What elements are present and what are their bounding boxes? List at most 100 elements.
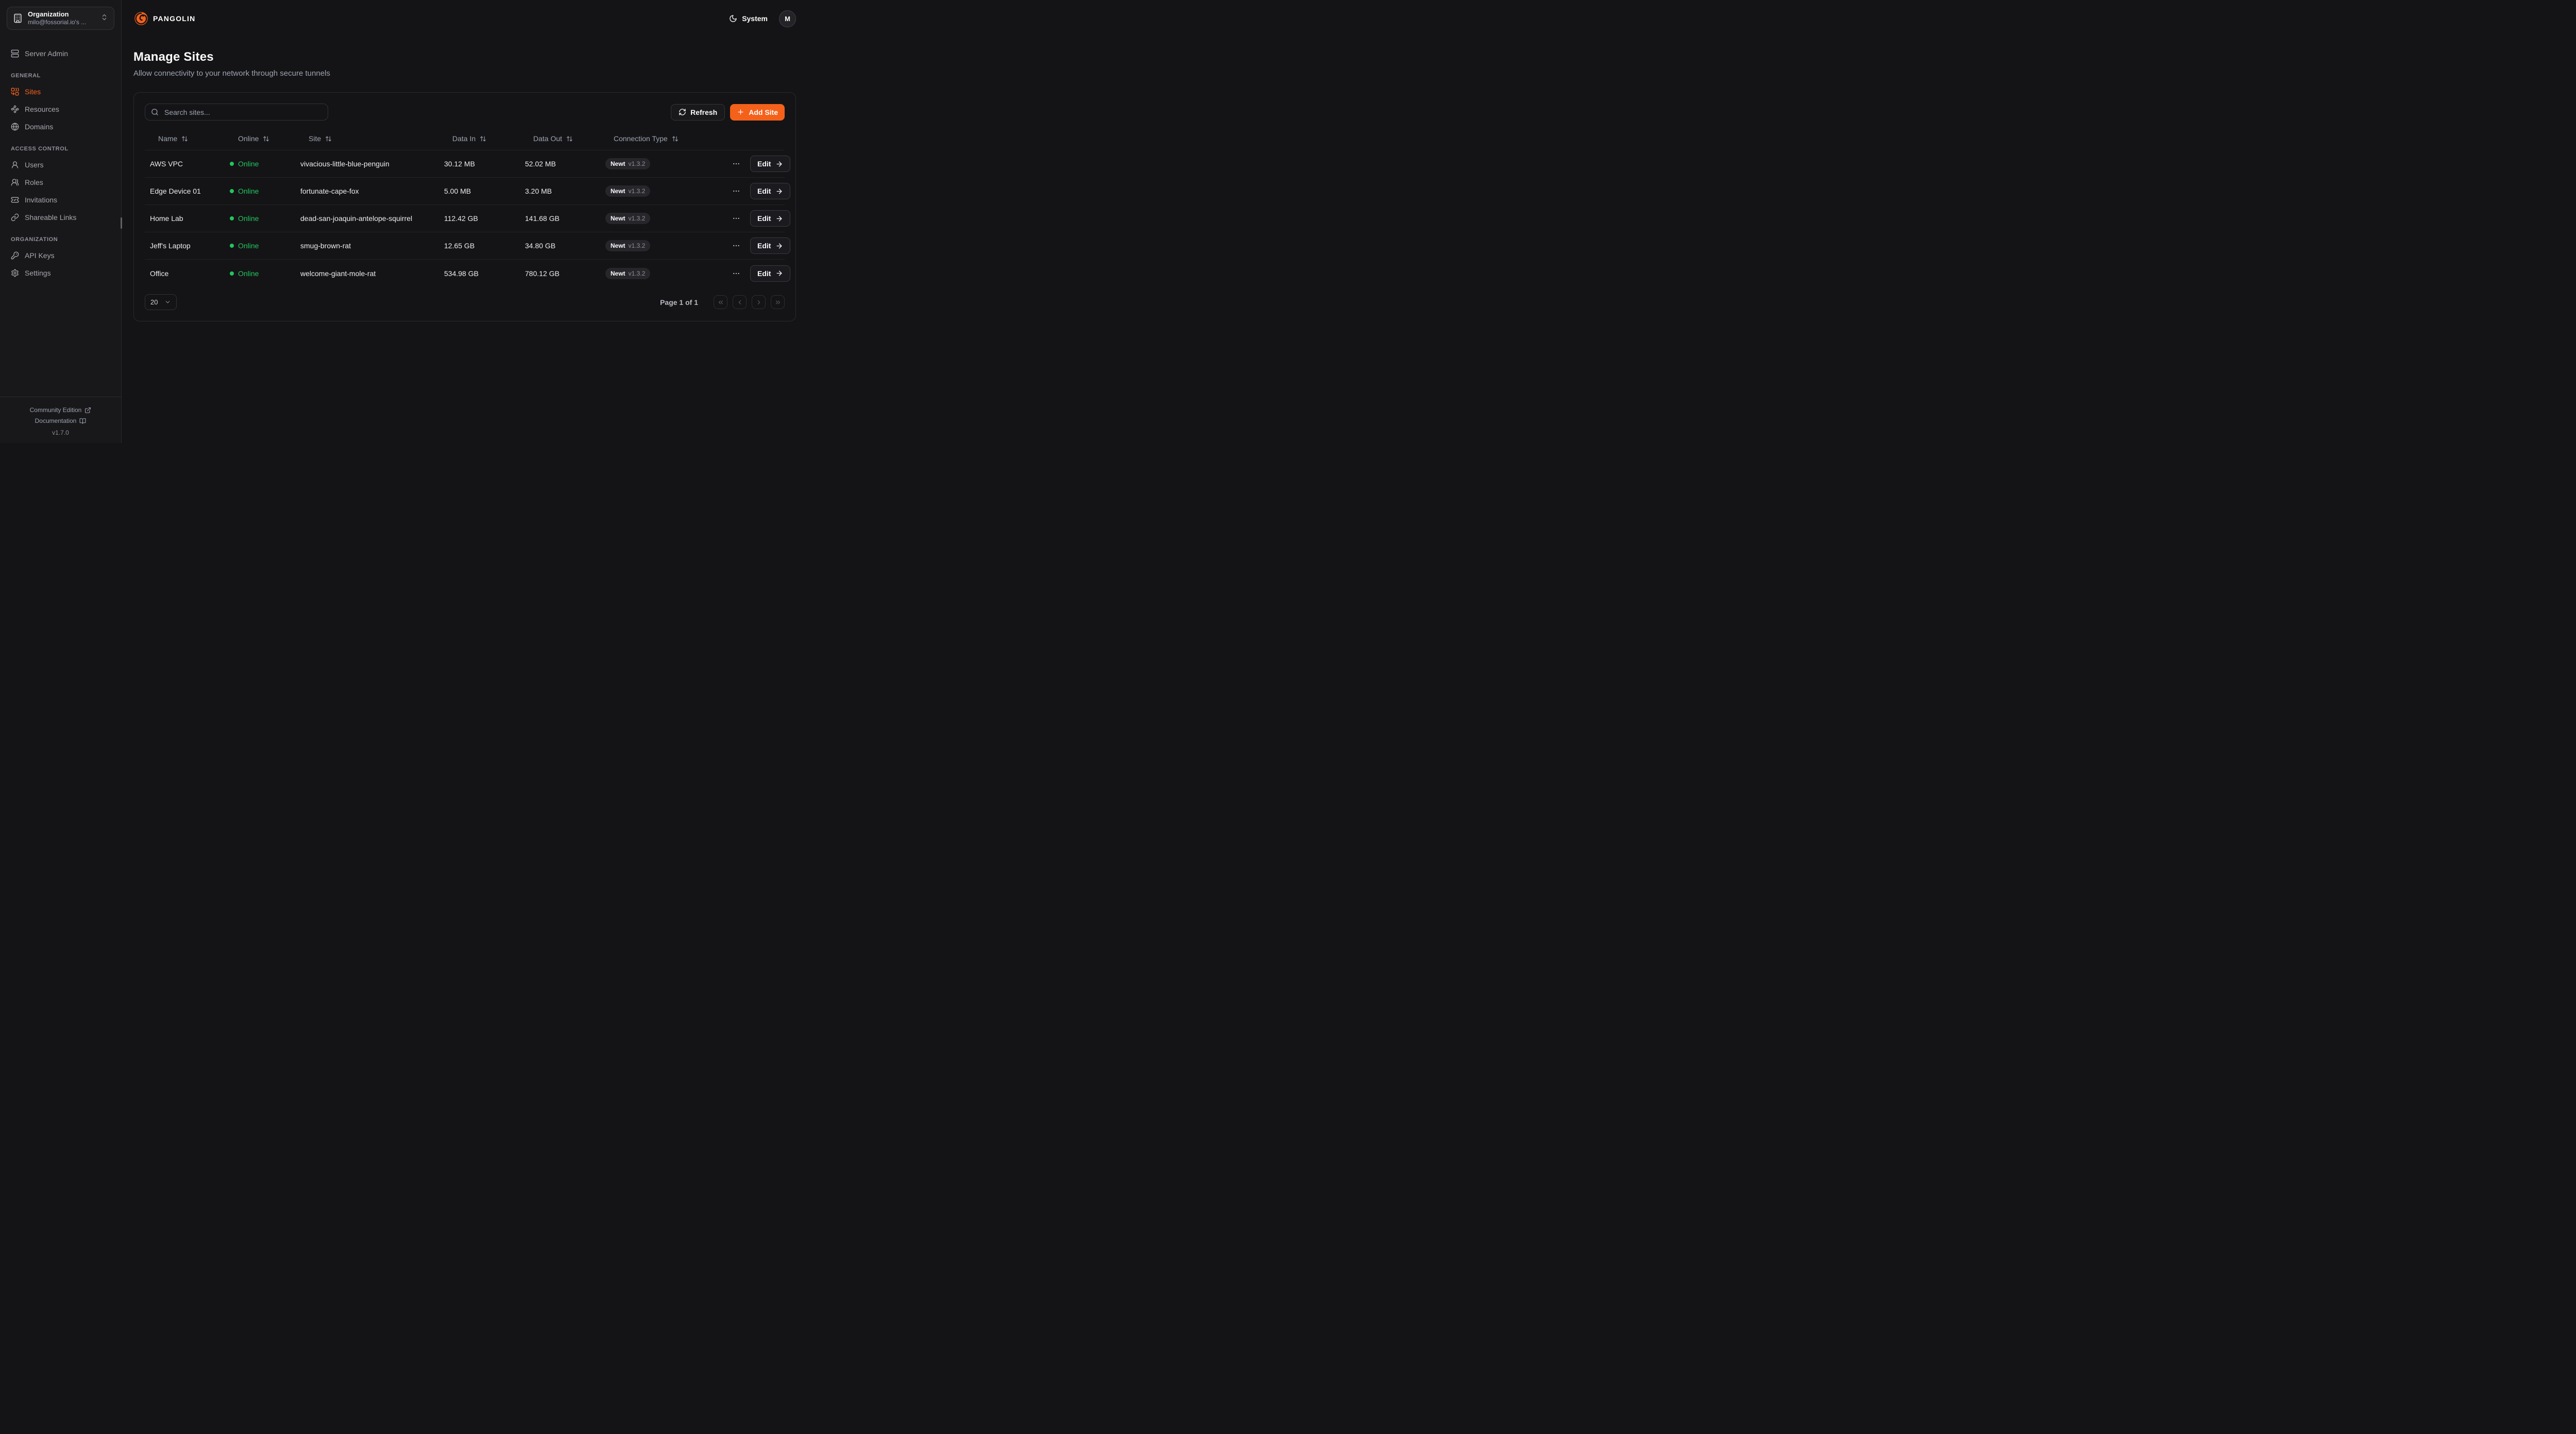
ellipsis-icon — [733, 272, 740, 275]
last-page-button[interactable] — [771, 295, 785, 309]
connection-name: Newt — [611, 269, 625, 277]
section-title: GENERAL — [11, 73, 41, 79]
sidebar-section-organization: ORGANIZATION API Keys Settings — [7, 236, 114, 281]
sidebar-resize-handle[interactable] — [121, 217, 122, 229]
row-actions: Edit — [726, 210, 796, 227]
table-row: Edge Device 01 Online fortunate-cape-fox… — [145, 178, 791, 205]
row-menu-button[interactable] — [731, 268, 741, 279]
sidebar-item-server-admin[interactable]: Server Admin — [7, 46, 114, 61]
sort-icon — [480, 136, 486, 141]
documentation-link[interactable]: Documentation — [6, 417, 115, 424]
sidebar-item-invitations[interactable]: Invitations — [7, 192, 114, 208]
row-menu-button[interactable] — [731, 186, 741, 196]
sidebar-item-resources[interactable]: Resources — [7, 101, 114, 117]
column-header-online[interactable]: Online — [225, 134, 295, 143]
sidebar-item-shareable-links[interactable]: Shareable Links — [7, 210, 114, 225]
sidebar-item-sites[interactable]: Sites — [7, 84, 114, 99]
previous-page-button[interactable] — [733, 295, 747, 309]
connection-type-badge: Newt v1.3.2 — [605, 158, 651, 169]
first-page-button[interactable] — [714, 295, 727, 309]
column-label: Online — [238, 134, 259, 143]
site-slug: vivacious-little-blue-penguin — [300, 160, 389, 168]
edit-button[interactable]: Edit — [750, 183, 791, 199]
search-input[interactable] — [163, 107, 322, 117]
org-picker[interactable]: Organization milo@fossorial.io's ... — [7, 7, 114, 30]
column-header-data-out[interactable]: Data Out — [520, 134, 600, 143]
edit-button[interactable]: Edit — [750, 237, 791, 254]
arrow-right-icon — [776, 243, 782, 248]
table-body: AWS VPC Online vivacious-little-blue-pen… — [145, 150, 791, 287]
status-badge: Online — [225, 187, 295, 195]
table-row: Office Online welcome-giant-mole-rat 534… — [145, 260, 791, 287]
row-menu-button[interactable] — [731, 241, 741, 251]
arrow-right-icon — [776, 270, 782, 276]
chevron-right-icon — [757, 300, 760, 304]
book-open-icon — [79, 418, 86, 424]
connection-version: v1.3.2 — [628, 215, 646, 222]
sidebar-item-roles[interactable]: Roles — [7, 175, 114, 190]
sidebar-section-general: GENERAL Sites Resources Domains — [7, 73, 114, 134]
topbar: PANGOLIN System M — [122, 0, 808, 37]
edit-label: Edit — [757, 242, 771, 250]
row-menu-button[interactable] — [731, 159, 741, 169]
connection-version: v1.3.2 — [628, 269, 646, 277]
connection-name: Newt — [611, 215, 625, 222]
page-subtitle: Allow connectivity to your network throu… — [133, 69, 330, 78]
connection-type-badge: Newt v1.3.2 — [605, 213, 651, 224]
row-menu-button[interactable] — [731, 213, 741, 224]
site-slug: smug-brown-rat — [300, 242, 351, 250]
avatar-initial: M — [785, 14, 790, 23]
community-edition-label: Community Edition — [29, 406, 82, 414]
refresh-button[interactable]: Refresh — [671, 104, 725, 121]
theme-label: System — [742, 14, 768, 23]
edit-button[interactable]: Edit — [750, 210, 791, 227]
column-header-connection-type[interactable]: Connection Type — [600, 134, 726, 143]
column-label: Name — [158, 134, 178, 143]
table-row: Home Lab Online dead-san-joaquin-antelop… — [145, 205, 791, 232]
ellipsis-icon — [733, 245, 740, 247]
community-edition-link[interactable]: Community Edition — [6, 406, 115, 414]
column-header-data-in[interactable]: Data In — [439, 134, 520, 143]
connection-type-badge: Newt v1.3.2 — [605, 185, 651, 197]
online-dot-icon — [230, 216, 234, 220]
column-header-name[interactable]: Name — [145, 134, 225, 143]
status-badge: Online — [225, 160, 295, 168]
add-site-button[interactable]: Add Site — [730, 104, 785, 121]
chevrons-left-icon — [718, 300, 723, 304]
sidebar-item-label: Sites — [25, 88, 41, 96]
avatar[interactable]: M — [779, 10, 796, 27]
site-name: AWS VPC — [150, 160, 183, 168]
users-icon — [11, 179, 19, 186]
data-in-value: 534.98 GB — [444, 269, 479, 278]
sidebar-item-users[interactable]: Users — [7, 157, 114, 173]
org-picker-label: Organization — [28, 10, 69, 18]
sidebar-item-api-keys[interactable]: API Keys — [7, 248, 114, 263]
column-header-site[interactable]: Site — [295, 134, 439, 143]
column-label: Connection Type — [614, 134, 668, 143]
table-row: Jeff's Laptop Online smug-brown-rat 12.6… — [145, 232, 791, 260]
sidebar-item-domains[interactable]: Domains — [7, 119, 114, 134]
sidebar-item-settings[interactable]: Settings — [7, 265, 114, 281]
connection-type-cell: Newt v1.3.2 — [600, 240, 726, 251]
connection-type-badge: Newt v1.3.2 — [605, 240, 651, 251]
theme-toggle[interactable]: System — [729, 14, 768, 23]
next-page-button[interactable] — [752, 295, 766, 309]
table-row: AWS VPC Online vivacious-little-blue-pen… — [145, 150, 791, 178]
sort-icon — [672, 136, 678, 141]
toolbar-actions: Refresh Add Site — [671, 104, 785, 121]
edit-button[interactable]: Edit — [750, 156, 791, 172]
pangolin-logo-icon — [134, 12, 148, 25]
sidebar-item-label: Shareable Links — [25, 213, 77, 221]
chevrons-up-down-icon — [100, 13, 108, 24]
sidebar-footer: Community Edition Documentation v1.7.0 — [0, 397, 121, 443]
connection-name: Newt — [611, 160, 625, 167]
edit-button[interactable]: Edit — [750, 265, 791, 282]
page-size-select[interactable]: 20 — [145, 294, 177, 310]
arrow-right-icon — [776, 189, 782, 194]
site-slug: welcome-giant-mole-rat — [300, 269, 376, 278]
connection-version: v1.3.2 — [628, 242, 646, 249]
sidebar-item-label: Domains — [25, 123, 54, 131]
column-label: Data Out — [533, 134, 563, 143]
refresh-icon — [679, 109, 686, 115]
chevron-left-icon — [738, 300, 741, 304]
